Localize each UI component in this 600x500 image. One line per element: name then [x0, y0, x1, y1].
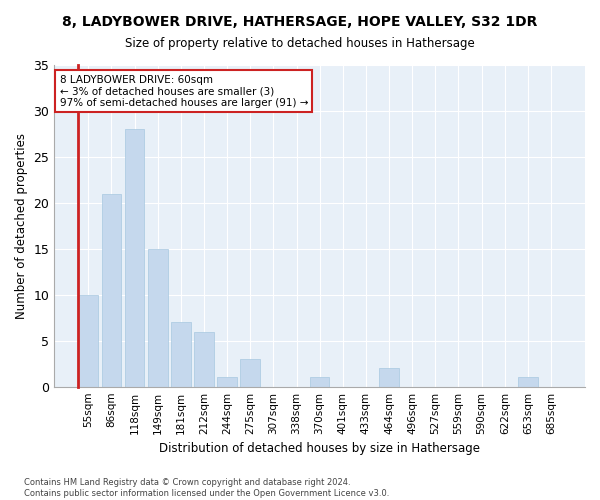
Bar	[101, 194, 121, 386]
Bar	[379, 368, 399, 386]
Bar	[518, 378, 538, 386]
Bar	[194, 332, 214, 386]
Bar	[148, 249, 167, 386]
Bar	[241, 359, 260, 386]
Bar	[217, 378, 237, 386]
Text: Size of property relative to detached houses in Hathersage: Size of property relative to detached ho…	[125, 38, 475, 51]
Y-axis label: Number of detached properties: Number of detached properties	[15, 133, 28, 319]
Text: Contains HM Land Registry data © Crown copyright and database right 2024.
Contai: Contains HM Land Registry data © Crown c…	[24, 478, 389, 498]
Bar	[79, 295, 98, 386]
Text: 8, LADYBOWER DRIVE, HATHERSAGE, HOPE VALLEY, S32 1DR: 8, LADYBOWER DRIVE, HATHERSAGE, HOPE VAL…	[62, 15, 538, 29]
Text: 8 LADYBOWER DRIVE: 60sqm
← 3% of detached houses are smaller (3)
97% of semi-det: 8 LADYBOWER DRIVE: 60sqm ← 3% of detache…	[59, 74, 308, 108]
X-axis label: Distribution of detached houses by size in Hathersage: Distribution of detached houses by size …	[159, 442, 480, 455]
Bar	[310, 378, 329, 386]
Bar	[125, 130, 145, 386]
Bar	[171, 322, 191, 386]
